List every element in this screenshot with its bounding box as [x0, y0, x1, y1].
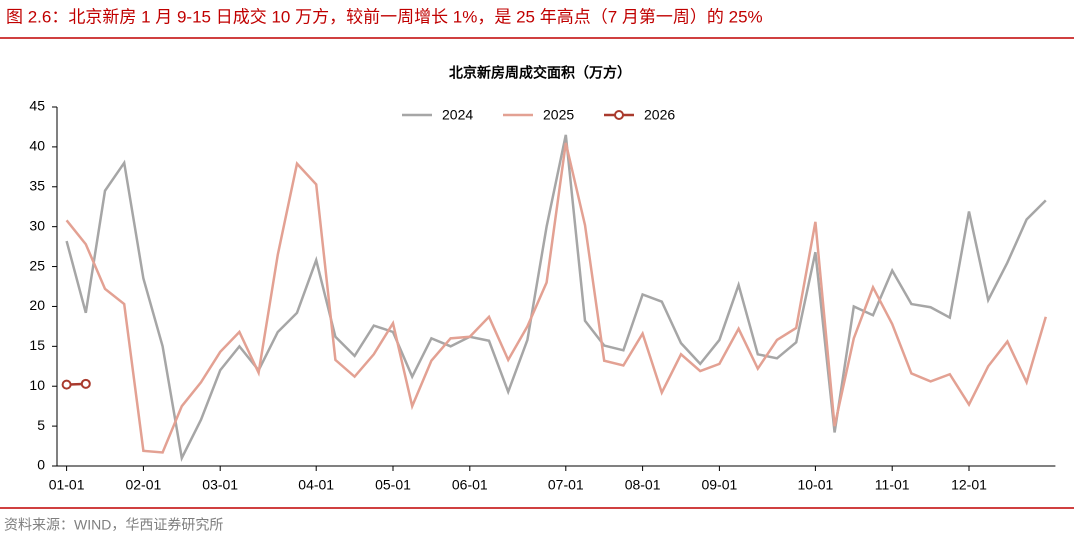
point — [61, 379, 72, 390]
chart-title: 北京新房周成交面积（万方） — [449, 65, 631, 81]
x-tick-label: 09-01 — [701, 477, 737, 493]
legend-marker — [614, 110, 624, 120]
legend-label: 2026 — [644, 107, 675, 123]
series-line — [65, 142, 1047, 454]
y-tick-label: 30 — [29, 217, 45, 233]
point — [80, 378, 91, 389]
y-tick-label: 5 — [37, 417, 45, 433]
x-tick-label: 05-01 — [375, 477, 411, 493]
x-tick-label: 11-01 — [875, 477, 910, 493]
y-tick-label: 45 — [29, 98, 45, 114]
y-tick-label: 20 — [29, 297, 45, 313]
legend-label: 2024 — [442, 107, 473, 123]
y-tick-label: 0 — [37, 457, 45, 473]
x-tick-label: 12-01 — [951, 477, 987, 493]
x-tick-label: 08-01 — [625, 477, 661, 493]
x-tick-label: 07-01 — [548, 477, 584, 493]
y-tick-label: 40 — [29, 138, 45, 154]
y-tick-label: 25 — [29, 257, 45, 273]
y-tick-label: 10 — [29, 377, 45, 393]
series-line — [65, 134, 1047, 462]
legend-label: 2025 — [543, 107, 574, 123]
x-tick-label: 02-01 — [125, 477, 161, 493]
x-tick-label: 03-01 — [202, 477, 238, 493]
x-tick-label: 01-01 — [49, 477, 85, 493]
x-tick-label: 04-01 — [298, 477, 334, 493]
source: 资料来源：WIND，华西证券研究所 — [4, 517, 223, 533]
y-tick-label: 15 — [29, 337, 45, 353]
x-tick-label: 10-01 — [797, 477, 833, 493]
figure-title: 图 2.6：北京新房 1 月 9-15 日成交 10 万方，较前一周增长 1%，… — [6, 7, 763, 26]
y-tick-label: 35 — [29, 177, 45, 193]
x-tick-label: 06-01 — [452, 477, 488, 493]
